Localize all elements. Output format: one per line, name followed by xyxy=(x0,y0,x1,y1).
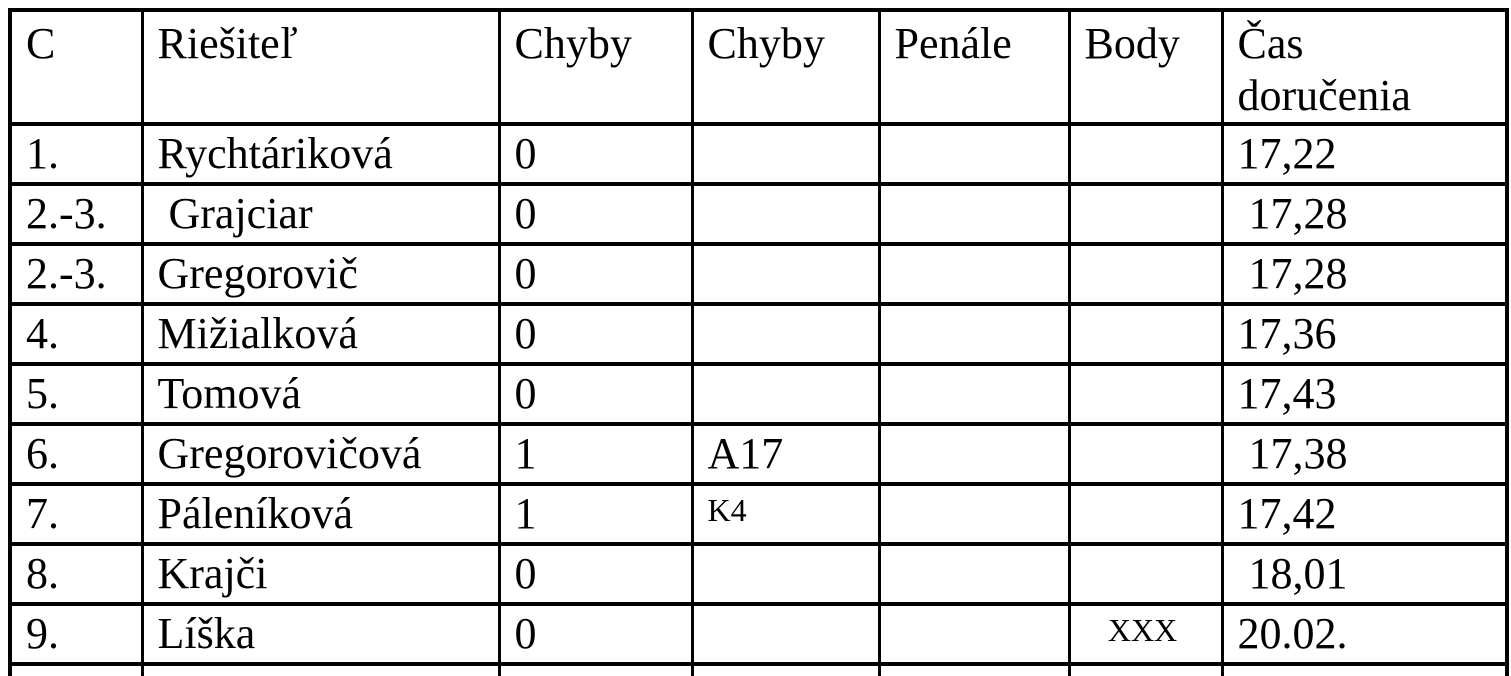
points-cell xyxy=(1067,242,1224,306)
points-cell xyxy=(1067,662,1224,676)
solver-cell: Mižialková xyxy=(140,302,501,366)
penalty-cell xyxy=(877,482,1071,546)
errors2-cell xyxy=(690,362,881,426)
column-header-rank: C xyxy=(8,8,144,126)
table-row-partial xyxy=(8,662,1509,676)
column-header-errors-2: Chyby xyxy=(690,8,881,126)
column-header-points: Body xyxy=(1067,8,1224,126)
points-cell xyxy=(1067,542,1224,606)
solver-cell: Páleníková xyxy=(140,482,501,546)
penalty-cell xyxy=(877,602,1071,666)
rank-cell: 2.-3. xyxy=(8,242,144,306)
table-row: 2.-3. Grajciar 0 17,28 xyxy=(8,182,1509,246)
time-cell: 17,28 xyxy=(1220,242,1509,306)
solver-cell: Rychtáriková xyxy=(140,122,501,186)
penalty-cell xyxy=(877,542,1071,606)
table-header-row: C Riešiteľ Chyby Chyby Penále Body Čas d… xyxy=(8,8,1509,126)
errors2-cell xyxy=(690,122,881,186)
points-cell xyxy=(1067,182,1224,246)
penalty-cell xyxy=(877,242,1071,306)
points-cell: XXX xyxy=(1067,602,1224,666)
table-row: 2.-3. Gregorovič 0 17,28 xyxy=(8,242,1509,306)
errors2-cell: A17 xyxy=(690,422,881,486)
solver-cell: Grajciar xyxy=(140,182,501,246)
errors2-cell: K4 xyxy=(690,482,881,546)
points-cell xyxy=(1067,362,1224,426)
solver-cell: Gregorovičová xyxy=(140,422,501,486)
penalty-cell xyxy=(877,182,1071,246)
table-row: 8. Krajči 0 18,01 xyxy=(8,542,1509,606)
column-header-delivery-time: Čas doručenia xyxy=(1220,8,1509,126)
table-row: 7. Páleníková 1 K4 17,42 xyxy=(8,482,1509,546)
errors1-cell: 0 xyxy=(497,542,694,606)
errors2-cell xyxy=(690,542,881,606)
penalty-cell xyxy=(877,662,1071,676)
rank-cell: 6. xyxy=(8,422,144,486)
points-cell xyxy=(1067,122,1224,186)
table-row: 5. Tomová 0 17,43 xyxy=(8,362,1509,426)
solver-cell: Krajči xyxy=(140,542,501,606)
solver-cell: Gregorovič xyxy=(140,242,501,306)
column-header-solver: Riešiteľ xyxy=(140,8,501,126)
rank-cell: 4. xyxy=(8,302,144,366)
time-cell: 17,43 xyxy=(1220,362,1509,426)
errors2-cell xyxy=(690,182,881,246)
errors1-cell: 0 xyxy=(497,122,694,186)
errors1-cell: 1 xyxy=(497,422,694,486)
penalty-cell xyxy=(877,422,1071,486)
rank-cell: 5. xyxy=(8,362,144,426)
time-cell xyxy=(1220,662,1509,676)
points-cell xyxy=(1067,302,1224,366)
errors1-cell: 0 xyxy=(497,242,694,306)
rank-cell: 7. xyxy=(8,482,144,546)
rank-cell: 1. xyxy=(8,122,144,186)
errors2-cell xyxy=(690,602,881,666)
rank-cell: 2.-3. xyxy=(8,182,144,246)
solver-cell: Líška xyxy=(140,602,501,666)
errors1-cell: 1 xyxy=(497,482,694,546)
table-row: 6. Gregorovičová 1 A17 17,38 xyxy=(8,422,1509,486)
penalty-cell xyxy=(877,362,1071,426)
errors2-cell xyxy=(690,302,881,366)
column-header-penalty: Penále xyxy=(877,8,1071,126)
time-cell: 18,01 xyxy=(1220,542,1509,606)
errors1-cell xyxy=(497,662,694,676)
points-cell xyxy=(1067,482,1224,546)
time-cell: 17,42 xyxy=(1220,482,1509,546)
points-cell xyxy=(1067,422,1224,486)
solver-cell xyxy=(140,662,501,676)
table-row: 9. Líška 0 XXX 20.02. xyxy=(8,602,1509,666)
time-cell: 20.02. xyxy=(1220,602,1509,666)
rank-cell: 8. xyxy=(8,542,144,606)
time-cell: 17,38 xyxy=(1220,422,1509,486)
errors1-cell: 0 xyxy=(497,302,694,366)
column-header-errors-1: Chyby xyxy=(497,8,694,126)
rank-cell: 9. xyxy=(8,602,144,666)
errors1-cell: 0 xyxy=(497,362,694,426)
errors1-cell: 0 xyxy=(497,602,694,666)
errors1-cell: 0 xyxy=(497,182,694,246)
errors2-cell xyxy=(690,242,881,306)
penalty-cell xyxy=(877,122,1071,186)
time-cell: 17,36 xyxy=(1220,302,1509,366)
results-table: C Riešiteľ Chyby Chyby Penále Body Čas d… xyxy=(8,8,1509,676)
rank-cell xyxy=(8,662,144,676)
time-cell: 17,22 xyxy=(1220,122,1509,186)
solver-cell: Tomová xyxy=(140,362,501,426)
errors2-cell xyxy=(690,662,881,676)
table-row: 4. Mižialková 0 17,36 xyxy=(8,302,1509,366)
table-row: 1. Rychtáriková 0 17,22 xyxy=(8,122,1509,186)
time-cell: 17,28 xyxy=(1220,182,1509,246)
penalty-cell xyxy=(877,302,1071,366)
